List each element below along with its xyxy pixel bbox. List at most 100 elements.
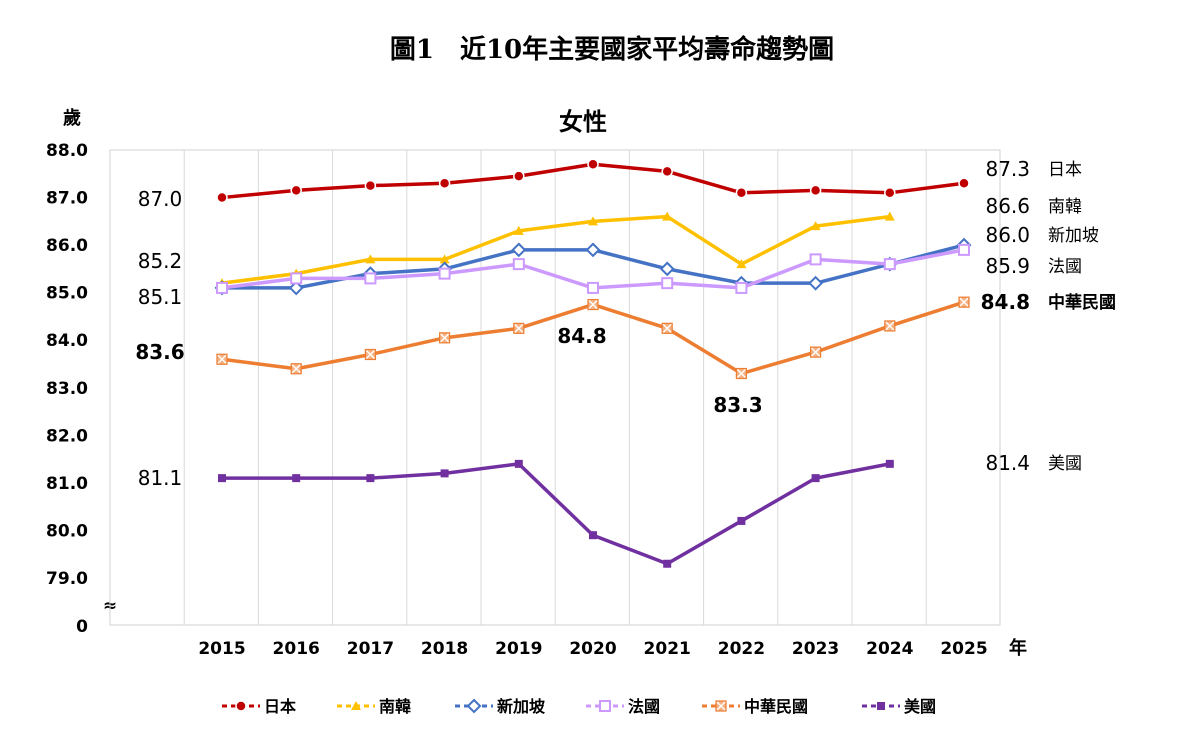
value-annotation: 83.3 bbox=[713, 393, 762, 417]
data-point bbox=[661, 322, 673, 334]
y-tick-label: 87.0 bbox=[46, 189, 88, 209]
data-point bbox=[662, 211, 673, 221]
marker-cross bbox=[514, 323, 524, 333]
data-point bbox=[511, 242, 527, 258]
value-annotation: 84.8 bbox=[557, 324, 606, 348]
data-point bbox=[439, 332, 451, 344]
data-point bbox=[884, 187, 896, 199]
end-label-name: 日本 bbox=[1048, 160, 1082, 180]
data-point bbox=[513, 225, 524, 235]
x-tick-label: 2020 bbox=[569, 639, 616, 659]
data-point bbox=[364, 179, 377, 192]
end-label-name: 新加坡 bbox=[1048, 226, 1099, 246]
end-label-value: 81.4 bbox=[985, 451, 1030, 475]
end-label-value: 86.6 bbox=[985, 194, 1030, 218]
data-point bbox=[364, 348, 376, 361]
marker-cross bbox=[716, 701, 726, 711]
legend-item: 南韓 bbox=[337, 697, 411, 716]
data-point bbox=[513, 322, 525, 334]
data-point bbox=[809, 184, 822, 197]
legend-marker bbox=[235, 700, 247, 712]
data-point bbox=[588, 216, 598, 226]
data-point bbox=[364, 272, 377, 285]
series-line bbox=[222, 462, 891, 566]
data-point bbox=[661, 277, 674, 290]
end-label-name: 中華民國 bbox=[1048, 292, 1116, 313]
data-point bbox=[958, 296, 970, 308]
data-point bbox=[735, 281, 748, 294]
legend-label: 中華民國 bbox=[744, 697, 808, 716]
data-point bbox=[438, 267, 451, 280]
data-point bbox=[292, 474, 301, 483]
data-point bbox=[587, 158, 599, 171]
data-point bbox=[589, 531, 597, 540]
marker-cross bbox=[662, 323, 672, 333]
data-point bbox=[735, 367, 748, 380]
series-line bbox=[221, 214, 891, 285]
data-point bbox=[587, 298, 599, 311]
legend-label: 法國 bbox=[628, 697, 660, 716]
data-point bbox=[514, 459, 523, 468]
y-tick-label: 81.0 bbox=[46, 474, 88, 494]
value-annotation: 85.1 bbox=[138, 285, 183, 309]
data-point bbox=[218, 474, 226, 483]
legend-marker bbox=[715, 700, 727, 712]
data-point bbox=[288, 280, 304, 296]
legend-label: 新加坡 bbox=[497, 697, 546, 716]
y-tick-label: 80.0 bbox=[46, 521, 88, 541]
legend-label: 南韓 bbox=[379, 697, 411, 716]
value-annotation: 85.2 bbox=[138, 249, 183, 273]
y-tick-label: 83.0 bbox=[46, 379, 88, 399]
data-point bbox=[365, 254, 376, 264]
y-tick-label: 82.0 bbox=[46, 426, 88, 446]
marker-cross bbox=[588, 300, 598, 310]
data-point bbox=[884, 320, 896, 332]
x-axis-ticks: 2015 2016 2017 2018 2019 2020 2021 2022 2023 2024… bbox=[198, 639, 987, 659]
figure-title: 圖1 近10年主要國家平均壽命趨勢圖 bbox=[390, 34, 834, 65]
data-annotations: 87.0 85.2 85.1 83.6 81.1 84.8 83.3 bbox=[135, 187, 762, 490]
end-label-value: 87.3 bbox=[985, 157, 1030, 181]
legend-label: 美國 bbox=[904, 697, 936, 716]
y-axis-break-label: 0 bbox=[76, 617, 88, 637]
end-label-name: 法國 bbox=[1048, 257, 1082, 277]
y-tick-label: 79.0 bbox=[46, 569, 88, 589]
data-point bbox=[587, 281, 599, 294]
marker-cross bbox=[217, 354, 227, 364]
marker-cross bbox=[959, 297, 969, 307]
legend-item: 日本 bbox=[222, 697, 296, 716]
y-axis-ticks: 88.0 87.0 86.0 85.0 84.0 83.0 82.0 81.0 80.0 79.0 bbox=[46, 141, 88, 589]
y-tick-label: 88.0 bbox=[46, 141, 88, 161]
y-tick-label: 84.0 bbox=[46, 331, 88, 351]
data-point bbox=[512, 258, 525, 271]
end-label-name: 美國 bbox=[1048, 454, 1082, 474]
chart-title: 女性 bbox=[559, 108, 607, 136]
end-label-name: 南韓 bbox=[1048, 197, 1082, 217]
legend-item: 法國 bbox=[586, 697, 660, 716]
data-point bbox=[735, 187, 748, 199]
x-tick-label: 2021 bbox=[644, 639, 691, 659]
marker-cross bbox=[736, 369, 746, 379]
data-point bbox=[663, 559, 672, 568]
y-axis-unit: 歲 bbox=[63, 107, 81, 129]
y-tick-label: 86.0 bbox=[46, 236, 88, 256]
x-tick-label: 2017 bbox=[347, 639, 394, 659]
end-label-value: 84.8 bbox=[981, 290, 1030, 314]
x-tick-label: 2015 bbox=[198, 639, 245, 659]
data-point bbox=[585, 242, 601, 258]
marker-cross bbox=[811, 347, 821, 357]
legend-item: 美國 bbox=[862, 697, 936, 716]
data-point bbox=[290, 363, 302, 375]
x-tick-label: 2019 bbox=[495, 639, 542, 659]
data-point bbox=[290, 184, 302, 197]
x-tick-label: 2023 bbox=[792, 639, 839, 659]
x-tick-label: 2024 bbox=[866, 639, 913, 659]
data-point bbox=[809, 253, 822, 266]
end-labels: 87.3 日本 86.6 南韓 86.0 新加坡 85.9 法國 84.8 中華民國 81.4 美國 bbox=[981, 157, 1116, 475]
x-tick-label: 2016 bbox=[273, 639, 320, 659]
legend-label: 日本 bbox=[264, 697, 296, 716]
data-point bbox=[736, 259, 747, 269]
legend-marker bbox=[877, 702, 885, 710]
data-point bbox=[661, 165, 673, 178]
series-3 bbox=[216, 243, 970, 294]
data-point bbox=[808, 275, 824, 291]
